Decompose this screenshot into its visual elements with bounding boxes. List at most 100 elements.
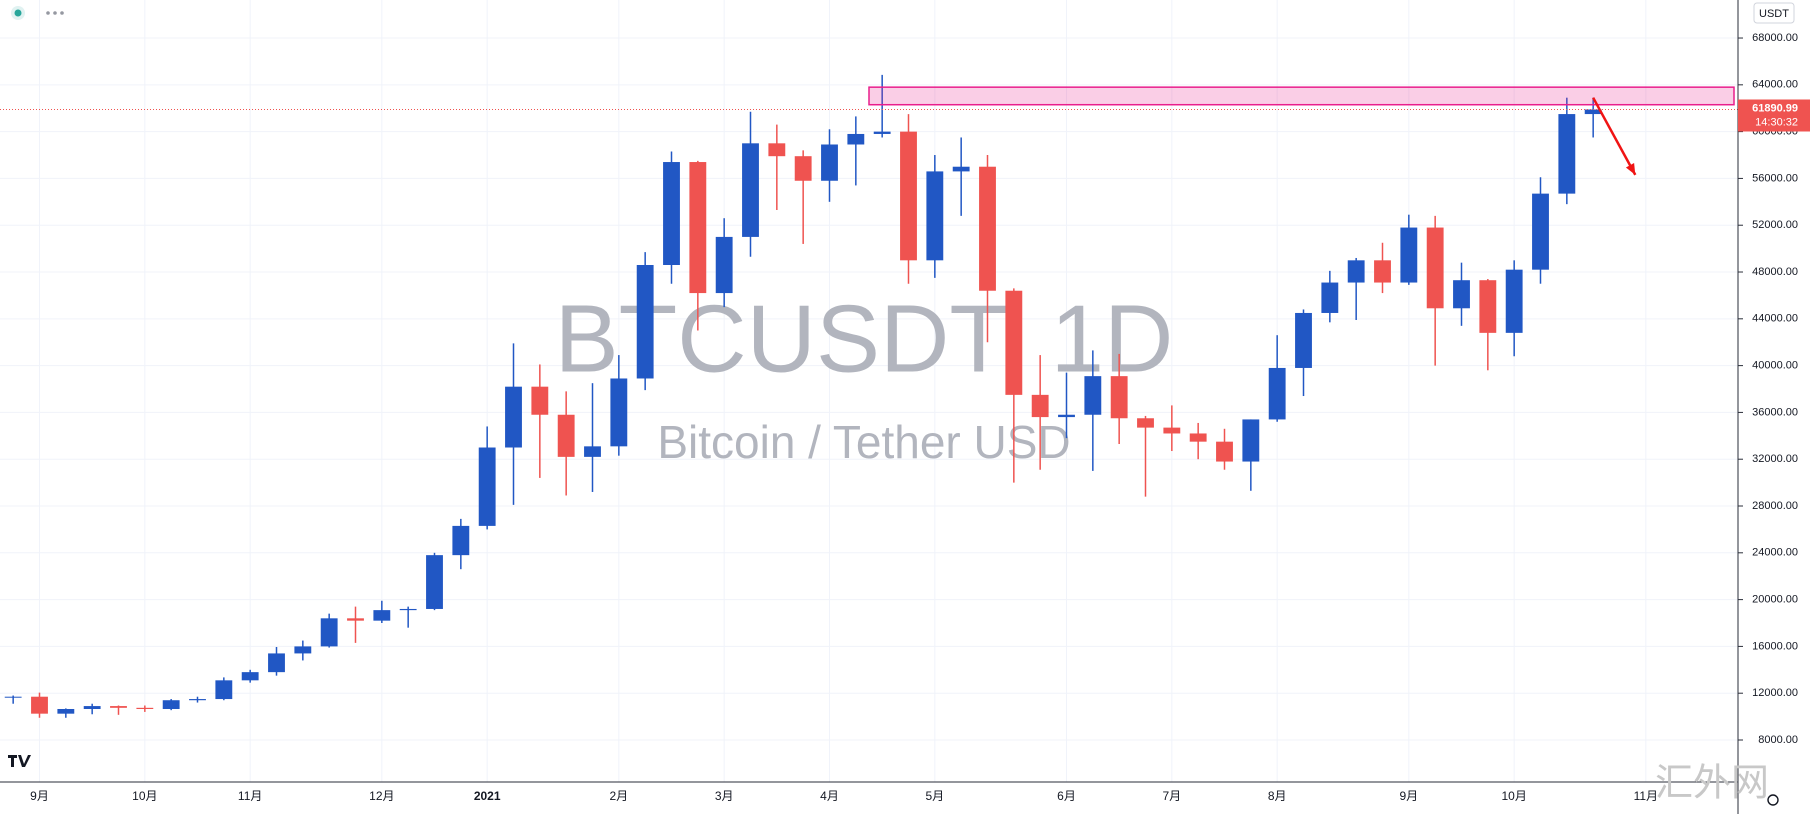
x-tick-label: 10月 bbox=[132, 789, 157, 803]
candle-body bbox=[557, 414, 575, 457]
y-tick-label: 32000.00 bbox=[1752, 453, 1798, 465]
y-tick-label: 52000.00 bbox=[1752, 219, 1798, 231]
candle-body bbox=[873, 131, 891, 134]
candle-body bbox=[57, 708, 75, 714]
candle-body bbox=[610, 378, 628, 447]
candle-body bbox=[663, 162, 680, 265]
y-tick-label: 36000.00 bbox=[1752, 406, 1798, 418]
x-tick-label: 6月 bbox=[1057, 789, 1076, 803]
candle-body bbox=[715, 236, 733, 294]
x-tick-label: 5月 bbox=[925, 789, 944, 803]
last-price-label: 61890.99 bbox=[1752, 102, 1798, 114]
logo-box[interactable] bbox=[4, 748, 34, 774]
candle-body bbox=[347, 618, 364, 621]
candle-body bbox=[452, 525, 470, 556]
forecast-arrow bbox=[1592, 97, 1637, 176]
currency-button[interactable] bbox=[1753, 2, 1795, 24]
settings-icon[interactable] bbox=[1767, 794, 1779, 806]
countdown-label: 14:30:32 bbox=[1755, 116, 1798, 128]
grid bbox=[0, 0, 1738, 782]
candle-body bbox=[136, 707, 154, 709]
candle-body bbox=[1268, 367, 1286, 420]
candle-body bbox=[794, 156, 812, 181]
candle-body bbox=[1400, 227, 1418, 283]
site-watermark: 汇外网 bbox=[1655, 761, 1769, 805]
candle-body bbox=[399, 608, 417, 611]
y-tick-label: 64000.00 bbox=[1752, 79, 1798, 91]
candle-body bbox=[294, 646, 312, 654]
x-tick-label: 2月 bbox=[609, 789, 628, 803]
candle-body bbox=[926, 171, 944, 261]
x-tick-label: 2021 bbox=[474, 789, 501, 803]
currency-label[interactable]: USDT bbox=[1759, 8, 1789, 20]
candle-body bbox=[268, 653, 285, 673]
last-price-box bbox=[1738, 99, 1810, 132]
candle-body bbox=[584, 446, 601, 457]
candle-body bbox=[320, 618, 338, 647]
candle-body bbox=[689, 162, 707, 294]
candle-body bbox=[1505, 269, 1523, 333]
resistance-zone bbox=[868, 86, 1735, 106]
candle-body bbox=[1084, 376, 1102, 415]
y-tick-label: 24000.00 bbox=[1752, 547, 1798, 559]
x-tick-label: 11月 bbox=[1634, 789, 1658, 803]
x-tick-label: 4月 bbox=[820, 789, 839, 803]
candle-body bbox=[1426, 227, 1444, 309]
y-tick-label: 44000.00 bbox=[1752, 313, 1798, 325]
x-tick-label: 9月 bbox=[30, 789, 49, 803]
candle-body bbox=[241, 672, 259, 681]
candle-body bbox=[1321, 282, 1339, 313]
candle-body bbox=[1005, 290, 1023, 395]
more-menu[interactable] bbox=[46, 11, 64, 15]
candle-body bbox=[189, 699, 206, 701]
x-tick-label: 12月 bbox=[369, 789, 394, 803]
y-tick-label: 20000.00 bbox=[1752, 594, 1798, 606]
candle-body bbox=[1479, 280, 1497, 333]
y-tick-label: 16000.00 bbox=[1752, 640, 1798, 652]
x-tick-label: 9月 bbox=[1399, 789, 1418, 803]
forecast-arrowhead bbox=[1625, 162, 1636, 175]
candle-body bbox=[742, 143, 759, 237]
y-tick-label: 56000.00 bbox=[1752, 172, 1798, 184]
y-tick-label: 40000.00 bbox=[1752, 360, 1798, 372]
candle-body bbox=[1137, 418, 1154, 428]
candle-body bbox=[1374, 260, 1391, 283]
candle-body bbox=[83, 706, 101, 709]
candle-body bbox=[1216, 441, 1233, 462]
candle-body bbox=[4, 696, 22, 698]
x-tick-label: 8月 bbox=[1268, 789, 1287, 803]
candle-body bbox=[1031, 394, 1049, 418]
y-tick-label: 12000.00 bbox=[1752, 687, 1798, 699]
y-tick-label: 8000.00 bbox=[1758, 734, 1798, 746]
candle-body bbox=[979, 166, 996, 291]
candle-body bbox=[1163, 427, 1181, 434]
y-tick-label: 68000.00 bbox=[1752, 32, 1798, 44]
candle-body bbox=[31, 696, 48, 714]
logo[interactable] bbox=[8, 755, 31, 767]
candle-body bbox=[952, 166, 970, 172]
candle-body bbox=[900, 131, 917, 261]
candle-body bbox=[1058, 414, 1075, 418]
watermark-symbol: BTCUSDT, 1D bbox=[555, 285, 1174, 392]
candle-body bbox=[1242, 419, 1260, 462]
x-tick-label: 7月 bbox=[1162, 789, 1181, 803]
candle-body bbox=[1347, 260, 1365, 283]
candle-body bbox=[768, 143, 786, 157]
candle-body bbox=[821, 144, 838, 181]
x-tick-label: 10月 bbox=[1501, 789, 1526, 803]
candle-body bbox=[1584, 109, 1602, 115]
candle-body bbox=[847, 133, 865, 145]
candle-body bbox=[1295, 312, 1312, 368]
candle-body bbox=[636, 264, 654, 379]
candle-body bbox=[162, 700, 180, 709]
x-tick-label: 11月 bbox=[238, 789, 262, 803]
status-dot bbox=[14, 9, 22, 17]
candle-body bbox=[1189, 433, 1207, 442]
candle-body bbox=[1453, 280, 1470, 309]
candle-body bbox=[478, 447, 496, 526]
candle-body bbox=[1558, 114, 1576, 194]
candle-body bbox=[505, 386, 522, 448]
candle-body bbox=[531, 386, 549, 415]
